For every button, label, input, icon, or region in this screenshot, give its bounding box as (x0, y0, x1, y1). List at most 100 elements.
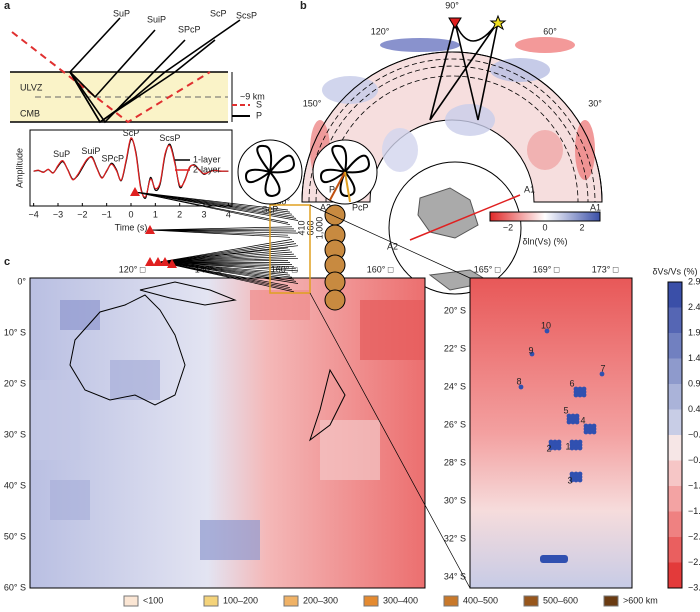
event-label: 2 (546, 443, 551, 453)
anomaly (527, 130, 563, 170)
focal-mechanism (324, 289, 346, 311)
colorbar-tick: −2 (503, 222, 513, 232)
p-ray (69, 29, 156, 99)
study-region (269, 204, 311, 294)
event-label: 3 (567, 475, 572, 485)
ray-path (159, 253, 295, 263)
event-dot (570, 419, 576, 425)
depth-swatch (603, 595, 619, 607)
legend-label: 1-layer (193, 154, 221, 164)
event-cluster (540, 555, 568, 563)
event (489, 14, 507, 31)
ray-path (159, 261, 295, 293)
coastline (69, 294, 186, 406)
lat-label: 34° S (444, 571, 466, 581)
anomaly (50, 480, 90, 520)
anomaly (320, 420, 380, 480)
colorbar-tick: 0 (542, 222, 547, 232)
colorbar-cell (668, 282, 682, 308)
station (160, 257, 170, 266)
lon-label: 160° □ (271, 264, 298, 274)
lat-label: 30° S (4, 429, 26, 439)
ray-path (159, 247, 289, 263)
y-axis-label: Amplitude (14, 148, 24, 188)
thickness-label: ~9 km (240, 91, 265, 101)
ray-path (159, 261, 299, 284)
ray-path (159, 249, 291, 263)
colorbar-cell (668, 358, 682, 384)
lat-label: 26° S (444, 419, 466, 429)
colorbar-cell (668, 409, 682, 435)
s-ray (11, 31, 211, 124)
colorbar-cell (668, 537, 682, 563)
event-dot (556, 445, 562, 451)
ray-path (134, 191, 299, 221)
lat-label: 32° S (444, 533, 466, 543)
focal-mechanism (324, 271, 346, 293)
anomaly (60, 300, 100, 330)
profile-line (409, 194, 521, 241)
legend-label: S (256, 99, 262, 109)
map-frame (29, 277, 426, 589)
lon-label: 165° □ (474, 264, 501, 274)
lat-label: 60° S (4, 582, 26, 592)
profile-label: A1 (590, 202, 601, 212)
lat-label: 0° (17, 276, 26, 286)
ray-path (149, 229, 291, 238)
event-label: 5 (563, 405, 568, 415)
panel-label: b (300, 0, 307, 12)
outer-edge (301, 51, 603, 203)
map-label: A1 (524, 184, 535, 194)
lat-label: 30° S (444, 495, 466, 505)
event-dot (569, 445, 575, 451)
colorbar-title: δln(Vs) (%) (522, 236, 567, 246)
depth-legend-label: 400–500 (463, 595, 498, 605)
colorbar-cell (668, 460, 682, 486)
x-axis-label: Time (s) (115, 222, 148, 232)
anomaly (490, 58, 550, 82)
anomaly (382, 128, 418, 172)
colorbar-b (489, 211, 601, 222)
event-dot (569, 477, 575, 483)
ray-path (159, 241, 295, 263)
ray-path (159, 243, 297, 263)
station (145, 257, 155, 266)
station (448, 17, 462, 29)
depth-legend-label: >600 km (623, 595, 658, 605)
station (153, 257, 163, 266)
depth-swatch (123, 595, 139, 607)
focal-mechanism (324, 204, 346, 226)
colorbar-cell (668, 511, 682, 537)
anomaly (30, 380, 80, 460)
p-ray (69, 17, 121, 73)
event-dot (577, 392, 583, 398)
depth-legend-label: 500–600 (543, 595, 578, 605)
depth-label: 1,000 (314, 217, 324, 240)
depth-legend-label: 200–300 (303, 595, 338, 605)
ray-path (159, 239, 293, 263)
event-dot (552, 445, 558, 451)
colorbar-title: δVs/Vs (%) (652, 266, 697, 276)
depth-legend-label: 300–400 (383, 595, 418, 605)
x-tick-label: −2 (77, 209, 87, 219)
ray-path (149, 226, 293, 231)
event-dot (529, 351, 535, 357)
lat-label: 40° S (4, 480, 26, 490)
lon-label: 173° □ (592, 264, 619, 274)
event-label: 4 (580, 415, 585, 425)
event-dot (548, 445, 554, 451)
x-tick-label: 4 (226, 209, 231, 219)
colorbar-tick: −1.1 (688, 480, 700, 490)
australia (417, 187, 479, 239)
p-ray (69, 19, 241, 124)
anomaly (200, 520, 260, 560)
depth-swatch (523, 595, 539, 607)
colorbar-tick: −3.1 (688, 582, 700, 592)
depth-legend-label: 100–200 (223, 595, 258, 605)
event-dot (583, 429, 589, 435)
phase-label: ScP (262, 204, 279, 214)
coastline (139, 281, 346, 442)
angle-label: 90° (445, 0, 459, 10)
legend-label: P (256, 110, 262, 120)
